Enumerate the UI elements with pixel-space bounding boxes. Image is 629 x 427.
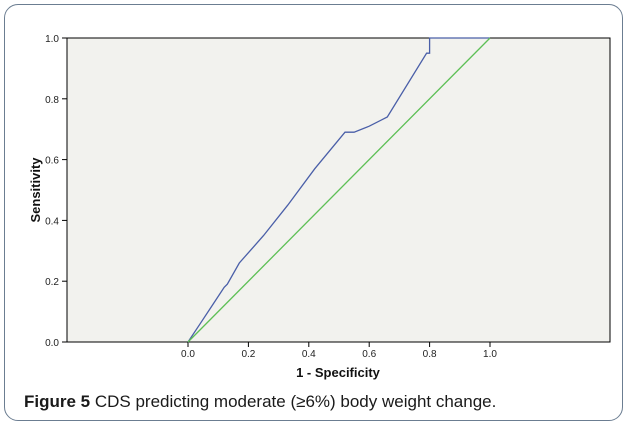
y-tick-label: 0.4 — [45, 216, 59, 227]
y-tick-label: 0.6 — [45, 156, 59, 167]
x-tick-label: 0.4 — [302, 349, 316, 360]
reference-diagonal-line — [187, 37, 491, 343]
x-tick-label: 0.0 — [181, 349, 195, 360]
y-axis-label: Sensitivity — [28, 157, 43, 223]
roc-curve-line — [187, 37, 490, 343]
x-tick-label: 1.0 — [483, 349, 497, 360]
x-tick-label: 0.2 — [241, 349, 255, 360]
figure-label: Figure 5 — [24, 392, 91, 411]
x-axis-label: 1 - Specificity — [296, 365, 381, 380]
y-tick-label: 0.2 — [45, 277, 59, 288]
figure-caption: Figure 5 CDS predicting moderate (≥6%) b… — [24, 392, 624, 412]
y-tick-label: 0.0 — [45, 338, 59, 349]
x-tick-label: 0.6 — [362, 349, 376, 360]
figure-caption-text: CDS predicting moderate (≥6%) body weigh… — [94, 392, 497, 411]
roc-chart: 0.0 0.2 0.4 0.6 0.8 1.0 0.0 0.2 0.4 0.6 0.8 1.0 Sen… — [28, 34, 611, 380]
y-tick-label: 0.8 — [45, 95, 59, 106]
x-tick-label: 0.8 — [423, 349, 437, 360]
y-tick-label: 1.0 — [45, 34, 59, 45]
